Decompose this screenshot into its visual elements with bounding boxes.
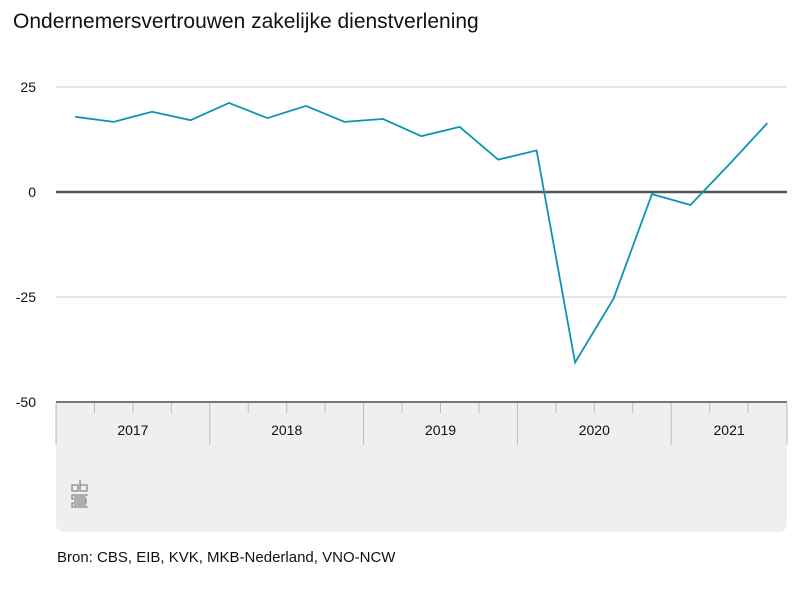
y-tick-label: -50 [16,394,36,410]
x-tick-label: 2021 [714,422,745,438]
y-tick-label: 25 [20,79,36,95]
x-tick-label: 2020 [579,422,610,438]
x-axis-band [56,402,787,532]
y-tick-label: 0 [28,184,36,200]
x-tick-label: 2017 [117,422,148,438]
chart-title: Ondernemersvertrouwen zakelijke dienstve… [13,10,479,33]
source-note: Bron: CBS, EIB, KVK, MKB-Nederland, VNO-… [57,549,396,566]
x-tick-label: 2018 [271,422,302,438]
series-line [75,101,768,366]
y-tick-label: -25 [16,289,36,305]
x-tick-label: 2019 [425,422,456,438]
cbs-logo [71,480,88,508]
